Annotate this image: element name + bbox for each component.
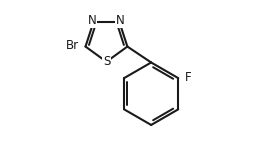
Text: Br: Br [65,39,79,52]
Text: S: S [103,55,110,68]
Text: N: N [88,14,97,27]
Text: N: N [116,14,125,27]
Text: F: F [185,71,192,84]
